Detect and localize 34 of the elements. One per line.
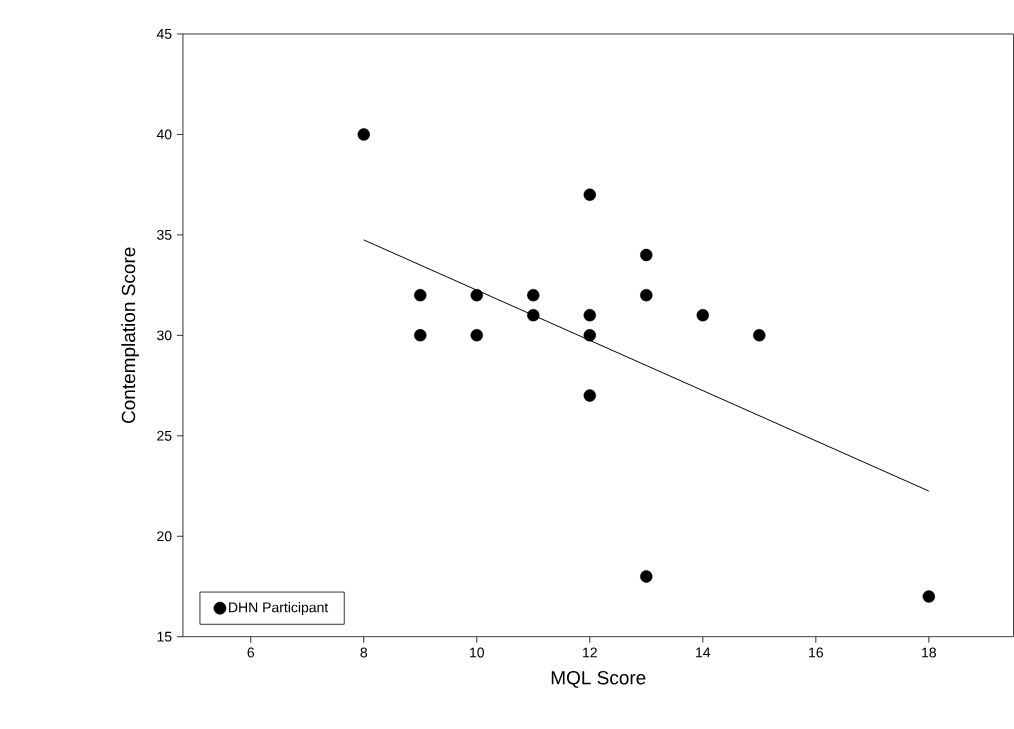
- point: [527, 309, 540, 322]
- y-tick-label: 20: [157, 531, 172, 542]
- y-tick-label: 25: [157, 431, 172, 441]
- point: [696, 309, 710, 322]
- point: [414, 329, 427, 342]
- point: [753, 329, 766, 342]
- point: [583, 329, 596, 342]
- x-tick-label: 12: [583, 647, 597, 658]
- x-tick-label: 8: [360, 647, 368, 658]
- point: [583, 389, 596, 402]
- x-tick-label: 18: [922, 647, 937, 658]
- point: [470, 289, 483, 302]
- point: [922, 590, 936, 603]
- point: [357, 128, 370, 141]
- y-tick-label: 15: [157, 632, 172, 642]
- legend-label: DHN Participant: [229, 602, 329, 616]
- point: [414, 289, 427, 302]
- x-tick-label: 10: [470, 647, 485, 658]
- point: [527, 289, 540, 302]
- x-tick-label: 16: [809, 647, 823, 658]
- point: [470, 329, 483, 342]
- y-tick-label: 40: [156, 129, 172, 140]
- point: [640, 248, 653, 262]
- y-tick-label: 35: [157, 230, 172, 240]
- x-axis-title: MQL Score: [551, 671, 646, 689]
- point: [583, 309, 596, 322]
- y-axis-title: Contemplation Score: [121, 247, 139, 424]
- point: [640, 289, 653, 302]
- y-tick-label: 45: [156, 29, 172, 40]
- point: [583, 188, 596, 202]
- x-tick-label: 14: [696, 647, 711, 658]
- x-tick-label: 6: [247, 647, 255, 658]
- point: [640, 570, 653, 583]
- y-tick-label: 30: [157, 330, 172, 341]
